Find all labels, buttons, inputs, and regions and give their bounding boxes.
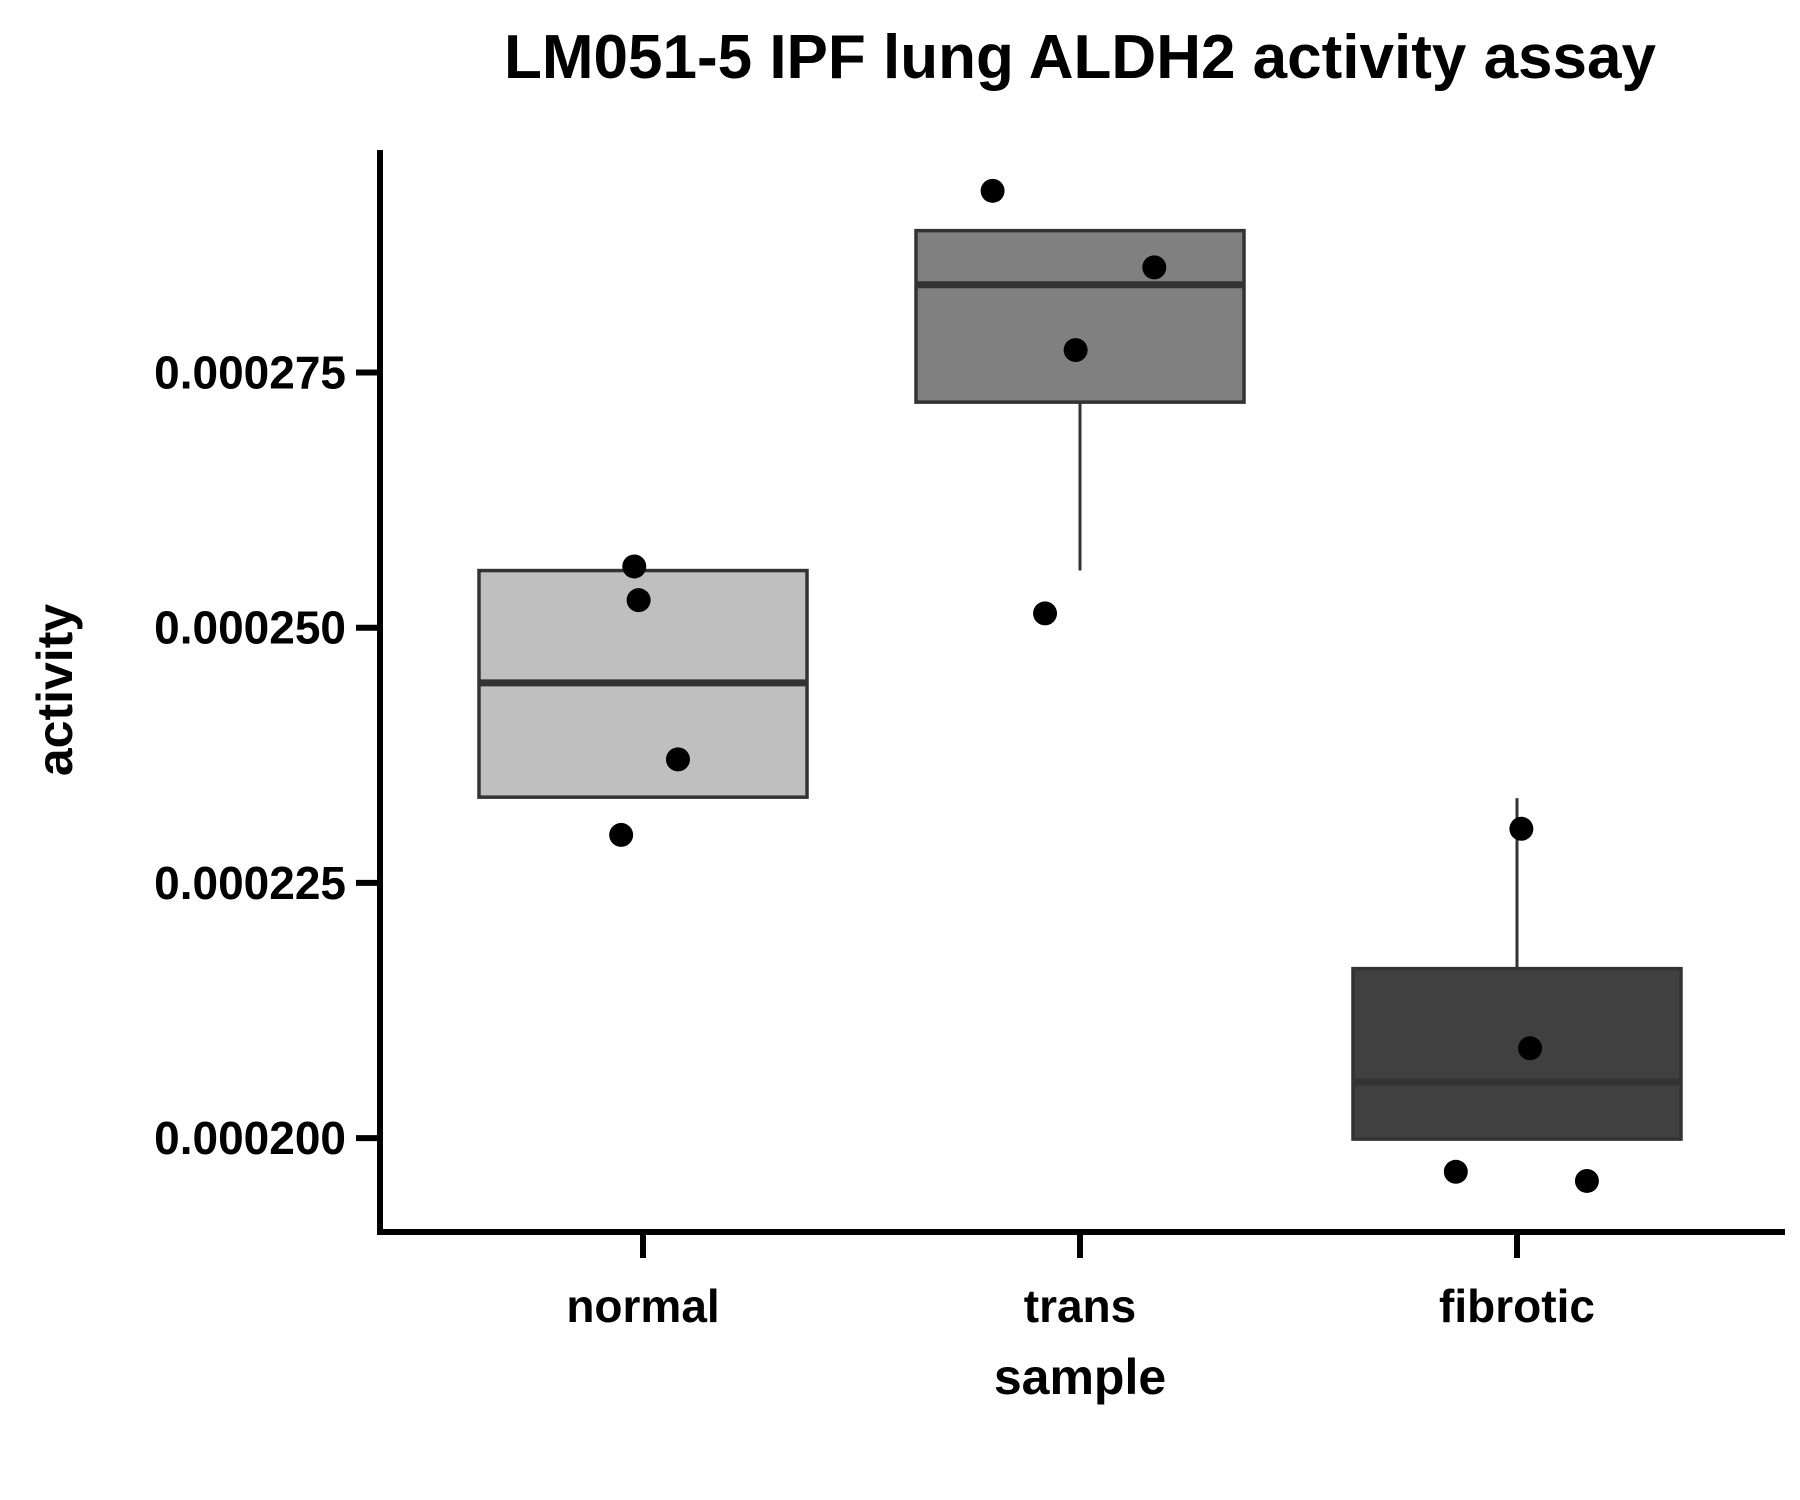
data-point <box>1518 1036 1543 1061</box>
y-tick-label: 0.000275 <box>154 347 346 399</box>
data-point <box>980 178 1005 203</box>
y-axis: 0.000200 0.000225 0.000250 0.000275 <box>154 150 383 1232</box>
box-fibrotic <box>1351 798 1683 1141</box>
data-point <box>1574 1168 1599 1193</box>
x-tick-label: trans <box>1024 1280 1136 1332</box>
y-tick-label: 0.000225 <box>154 857 346 909</box>
box-iqr <box>1351 966 1683 1141</box>
data-point <box>609 822 634 847</box>
data-point <box>1509 816 1534 841</box>
x-axis: normal trans fibrotic <box>377 1229 1785 1332</box>
data-point <box>665 747 690 772</box>
x-axis-label: sample <box>994 1349 1166 1405</box>
data-point <box>1443 1159 1468 1184</box>
x-tick-label: fibrotic <box>1439 1280 1595 1332</box>
data-point <box>1033 601 1058 626</box>
y-tick-label: 0.000250 <box>154 602 346 654</box>
chart-title: LM051-5 IPF lung ALDH2 activity assay <box>504 23 1656 92</box>
plot-area <box>477 178 1683 1193</box>
y-axis-label: activity <box>27 604 83 777</box>
data-point <box>1063 338 1088 363</box>
box-trans <box>914 228 1246 571</box>
y-tick-label: 0.000200 <box>154 1112 346 1164</box>
x-tick-label: normal <box>566 1280 719 1332</box>
box-iqr <box>914 228 1246 404</box>
data-point <box>1142 255 1167 280</box>
data-point <box>626 588 651 613</box>
data-point <box>622 554 647 579</box>
